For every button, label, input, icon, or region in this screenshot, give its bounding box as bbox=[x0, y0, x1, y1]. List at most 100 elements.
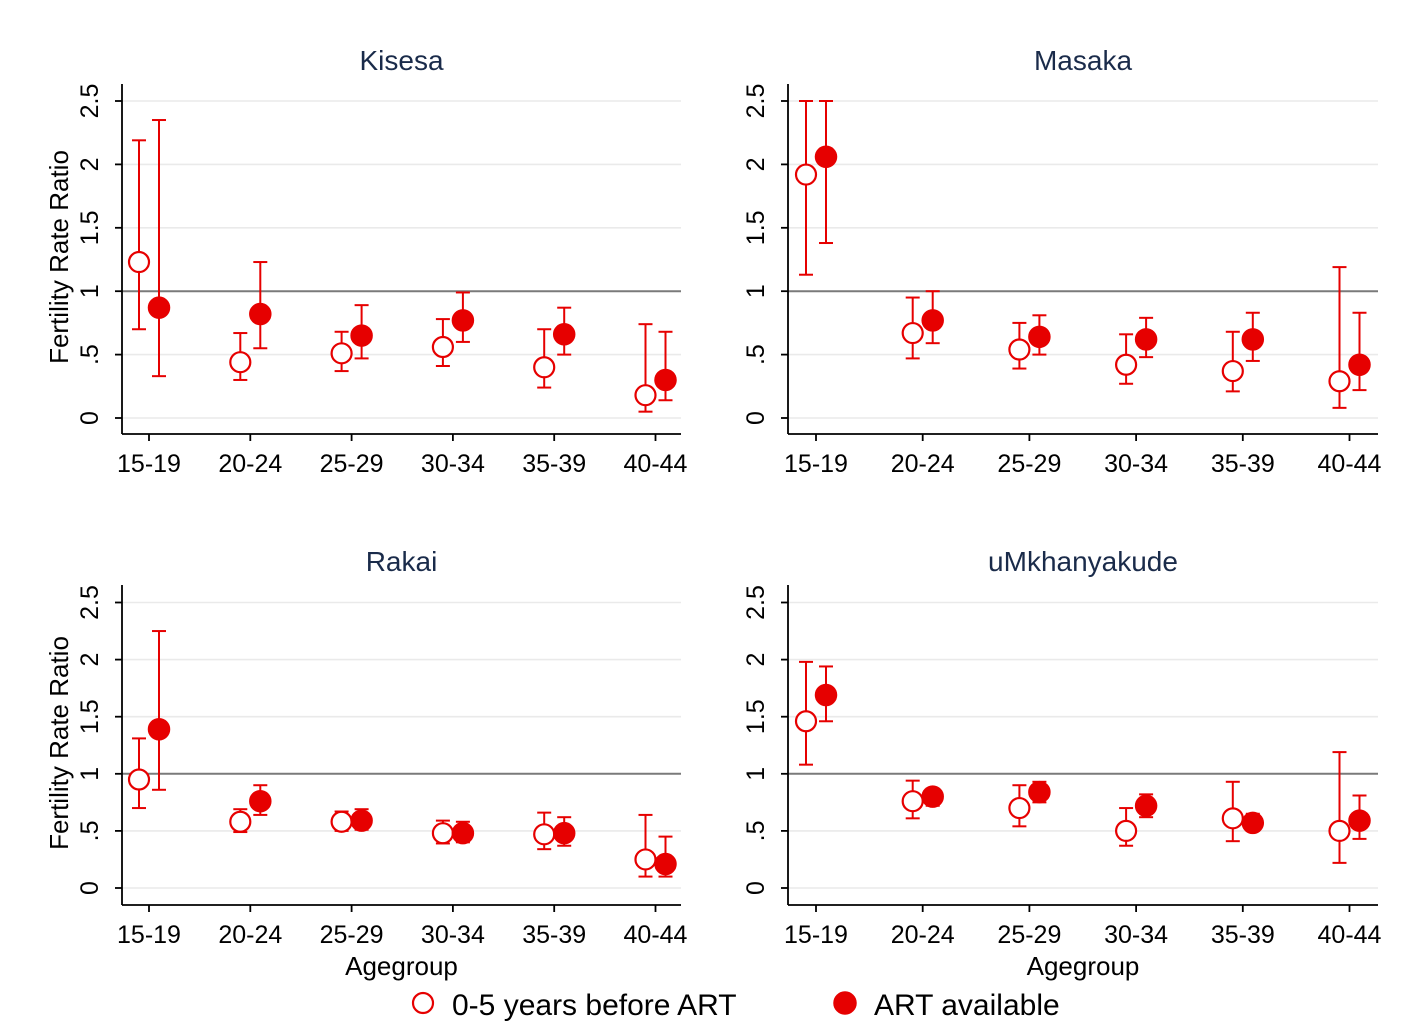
point-art-available bbox=[350, 809, 373, 832]
panel-2: 0 .5 1 1.5 2 2.5 15-19 20-24 25-29 30-34 35-39 40-4… bbox=[44, 546, 688, 981]
legend-filled-marker bbox=[833, 991, 857, 1015]
point-art-available bbox=[350, 324, 373, 347]
y-tick-label: 2.5 bbox=[742, 585, 770, 620]
panel-1: 0 .5 1 1.5 2 2.5 15-19 20-24 25-29 30-34 35-39 40-4… bbox=[742, 45, 1382, 478]
point-art-available bbox=[1241, 811, 1265, 835]
legend-hollow-marker bbox=[411, 991, 435, 1015]
y-tick-label: 2.5 bbox=[76, 84, 104, 119]
y-axis-title: Fertility Rate Ratio bbox=[44, 150, 74, 364]
legend: 0-5 years before ART ART available bbox=[411, 989, 1060, 1022]
point-before-art bbox=[1114, 819, 1138, 843]
panels: 0.511.522.515-19 20-24 25-29 30-34 35-39 40-4… bbox=[44, 45, 1382, 981]
point-art-available bbox=[1134, 328, 1158, 351]
point-before-art bbox=[533, 356, 556, 379]
point-before-art bbox=[431, 335, 454, 359]
y-tick-label: 1.5 bbox=[76, 699, 104, 734]
x-tick-label: 25-29 bbox=[997, 921, 1061, 949]
panel-3: 0 .5 1 1.5 2 2.5 15-19 20-24 25-29 30-34 35-39 40-4… bbox=[742, 546, 1382, 981]
x-axis-title: Agegroup bbox=[1027, 951, 1140, 981]
x-tick-label: 30-34 bbox=[1104, 450, 1168, 478]
y-tick-label: .5 bbox=[76, 344, 104, 365]
point-before-art bbox=[533, 823, 556, 846]
x-tick-label: 25-29 bbox=[320, 450, 384, 478]
point-art-available bbox=[921, 309, 944, 332]
x-tick-label: 30-34 bbox=[421, 450, 485, 478]
y-tick-label: 2.5 bbox=[742, 84, 770, 119]
point-art-available bbox=[654, 852, 677, 876]
x-tick-label: 20-24 bbox=[218, 921, 282, 949]
point-before-art bbox=[901, 790, 924, 813]
y-tick-label: 2.5 bbox=[76, 585, 104, 620]
y-tick-label: 0 bbox=[742, 881, 770, 895]
point-before-art bbox=[127, 768, 151, 791]
point-before-art bbox=[330, 810, 353, 833]
x-tick-label: 15-19 bbox=[784, 921, 848, 949]
point-art-available bbox=[147, 296, 171, 319]
y-tick-label: 0 bbox=[742, 411, 770, 425]
point-art-available bbox=[552, 821, 576, 845]
x-tick-label: 20-24 bbox=[891, 921, 955, 949]
point-art-available bbox=[654, 368, 677, 392]
x-tick-label: 30-34 bbox=[421, 921, 485, 949]
point-art-available bbox=[1348, 809, 1371, 832]
point-before-art bbox=[1008, 796, 1031, 820]
x-tick-label: 35-39 bbox=[522, 921, 586, 949]
x-tick-label: 40-44 bbox=[624, 921, 688, 949]
point-before-art bbox=[794, 710, 818, 733]
x-tick-label: 35-39 bbox=[1211, 921, 1275, 949]
point-art-available bbox=[451, 821, 475, 845]
y-tick-label: 1 bbox=[742, 767, 770, 781]
point-before-art bbox=[1114, 353, 1138, 376]
y-axis-title: Fertility Rate Ratio bbox=[44, 636, 74, 850]
y-tick-label: 2 bbox=[76, 653, 104, 667]
x-tick-label: 35-39 bbox=[522, 450, 586, 478]
point-art-available bbox=[1028, 325, 1051, 349]
point-before-art bbox=[1328, 370, 1351, 393]
point-before-art bbox=[229, 810, 252, 833]
x-tick-label: 25-29 bbox=[997, 450, 1061, 478]
point-before-art bbox=[634, 848, 657, 871]
y-tick-label: 2 bbox=[76, 157, 104, 171]
point-before-art bbox=[634, 384, 657, 407]
point-art-available bbox=[451, 309, 475, 332]
x-tick-label: 40-44 bbox=[624, 450, 688, 478]
legend-label-before-art: 0-5 years before ART bbox=[452, 989, 737, 1022]
x-axis-title: Agegroup bbox=[345, 951, 458, 981]
y-tick-label: .5 bbox=[76, 820, 104, 841]
x-tick-label: 20-24 bbox=[891, 450, 955, 478]
x-tick-label: 25-29 bbox=[320, 921, 384, 949]
y-tick-label: 1 bbox=[76, 767, 104, 781]
y-tick-label: 2 bbox=[742, 157, 770, 171]
x-tick-label: 15-19 bbox=[117, 450, 181, 478]
x-tick-label: 15-19 bbox=[117, 921, 181, 949]
x-tick-label: 40-44 bbox=[1318, 450, 1382, 478]
point-art-available bbox=[147, 718, 171, 741]
point-before-art bbox=[794, 163, 818, 186]
x-tick-label: 35-39 bbox=[1211, 450, 1275, 478]
y-tick-label: 2 bbox=[742, 653, 770, 667]
point-art-available bbox=[921, 785, 944, 808]
point-art-available bbox=[1134, 794, 1158, 818]
point-art-available bbox=[249, 789, 272, 813]
point-before-art bbox=[330, 342, 353, 365]
legend-label-art-available: ART available bbox=[874, 989, 1060, 1022]
x-tick-label: 15-19 bbox=[784, 450, 848, 478]
point-art-available bbox=[249, 302, 272, 326]
y-tick-label: 1.5 bbox=[742, 699, 770, 734]
point-art-available bbox=[1241, 328, 1265, 351]
point-before-art bbox=[229, 351, 252, 374]
point-before-art bbox=[1221, 807, 1244, 830]
point-before-art bbox=[1328, 819, 1351, 843]
point-art-available bbox=[1348, 353, 1371, 376]
x-tick-label: 30-34 bbox=[1104, 921, 1168, 949]
panel-title: Masaka bbox=[1034, 45, 1132, 76]
point-art-available bbox=[1028, 780, 1051, 804]
panel-title: Rakai bbox=[366, 546, 438, 577]
point-before-art bbox=[127, 250, 151, 274]
y-tick-label: 1.5 bbox=[76, 210, 104, 245]
y-tick-label: 1 bbox=[76, 284, 104, 298]
y-tick-label: 1 bbox=[742, 284, 770, 298]
x-tick-label: 20-24 bbox=[218, 450, 282, 478]
point-art-available bbox=[814, 683, 838, 707]
